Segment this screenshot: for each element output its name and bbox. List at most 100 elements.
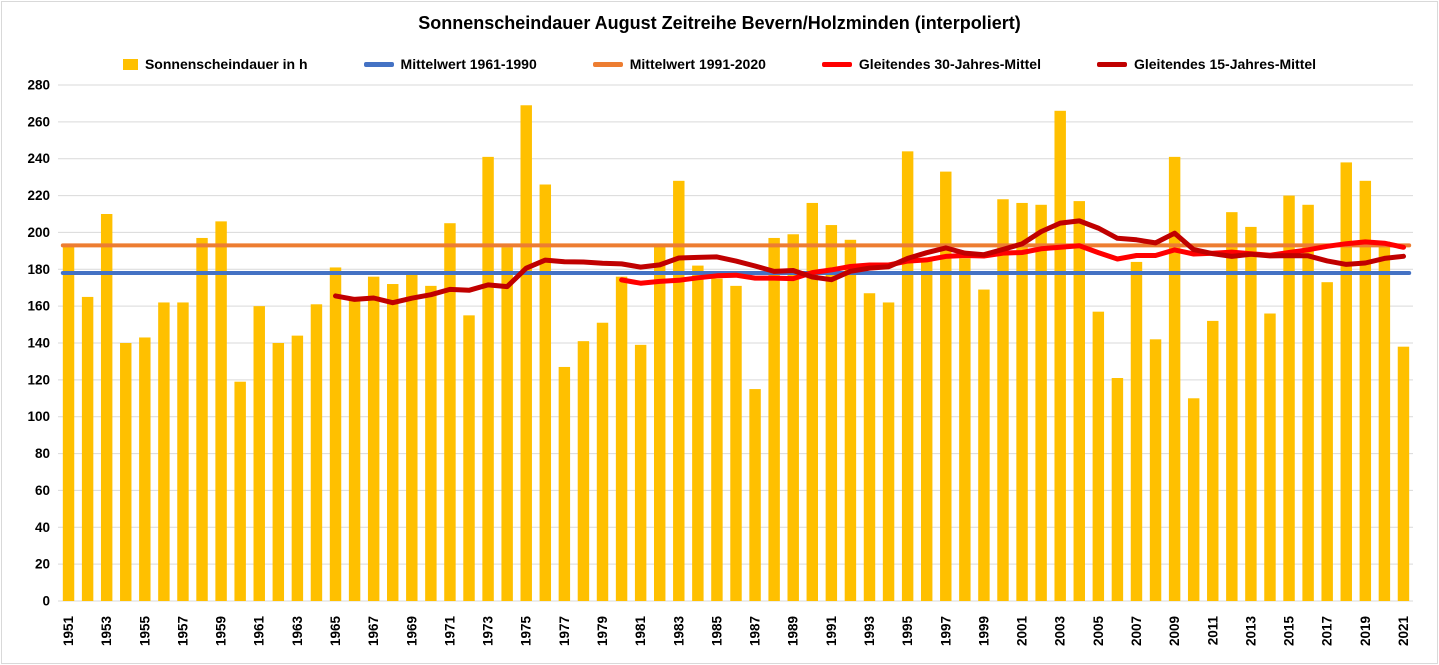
y-tick-label-180: 180 — [27, 262, 50, 277]
bar-1998 — [959, 258, 971, 601]
bar-1984 — [692, 265, 704, 601]
legend-item-label: Gleitendes 15-Jahres-Mittel — [1133, 56, 1317, 72]
bar-1978 — [577, 341, 590, 601]
bar-1968 — [387, 284, 399, 601]
bar-1993 — [863, 293, 876, 601]
y-tick-label-60: 60 — [35, 483, 50, 498]
bar-1973 — [482, 156, 494, 601]
x-tick-label-1973: 1973 — [481, 616, 496, 647]
bar-1989 — [787, 234, 799, 601]
bar-2021 — [1397, 346, 1410, 601]
x-tick-label-1971: 1971 — [442, 616, 457, 647]
x-tick-label-1993: 1993 — [862, 616, 877, 647]
bar-1952 — [81, 296, 94, 601]
x-tick-label-2009: 2009 — [1167, 616, 1182, 646]
y-tick-label-140: 140 — [27, 336, 50, 351]
bar-2009 — [1168, 156, 1181, 601]
bar-1979 — [596, 322, 609, 601]
bar-1996 — [920, 260, 933, 601]
bar-2017 — [1321, 282, 1333, 601]
bar-1977 — [558, 366, 571, 601]
bar-1966 — [348, 296, 361, 601]
bar-1971 — [444, 223, 456, 601]
bar-2018 — [1340, 162, 1352, 601]
chart-title: Sonnenscheindauer August Zeitreihe Bever… — [418, 13, 1021, 33]
bar-1953 — [100, 214, 113, 601]
bar-1988 — [768, 237, 780, 601]
bar-1980 — [615, 276, 628, 601]
bar-2001 — [1016, 202, 1028, 601]
bar-1994 — [882, 302, 895, 601]
line-gleitendes-15-jahres-mittel — [333, 218, 1406, 306]
bar-1991 — [825, 225, 838, 602]
bar-1951 — [62, 245, 75, 602]
bar-2010 — [1187, 398, 1200, 601]
bar-2006 — [1111, 378, 1124, 601]
bar-2000 — [997, 199, 1009, 601]
bar-1999 — [978, 289, 990, 601]
bar-1962 — [272, 343, 285, 601]
x-tick-label-1967: 1967 — [366, 616, 381, 646]
y-tick-label-100: 100 — [27, 409, 50, 424]
x-tick-label-1989: 1989 — [786, 616, 801, 646]
x-tick-label-1997: 1997 — [938, 616, 953, 646]
legend-item-mittelwert-1961-1990: Mittelwert 1961-1990 — [363, 56, 537, 72]
bar-2005 — [1092, 311, 1105, 601]
x-tick-label-1995: 1995 — [900, 616, 915, 647]
bar-1983 — [673, 180, 685, 602]
bar-1964 — [310, 304, 323, 601]
bar-1957 — [177, 302, 189, 601]
x-tick-label-1965: 1965 — [328, 616, 343, 647]
y-tick-label-0: 0 — [42, 594, 50, 609]
bar-2002 — [1035, 204, 1047, 602]
bar-1976 — [539, 184, 552, 601]
x-tick-label-1999: 1999 — [976, 616, 991, 646]
bar-1963 — [291, 335, 304, 601]
legend-item-gleitendes-30-jahres-mittel: Gleitendes 30-Jahres-Mittel — [821, 56, 1041, 72]
y-tick-label-120: 120 — [27, 372, 50, 387]
x-tick-label-1959: 1959 — [214, 616, 229, 646]
legend-swatch-icon — [122, 58, 138, 70]
bar-1954 — [120, 343, 132, 601]
x-tick-label-1969: 1969 — [404, 616, 419, 646]
bar-1986 — [730, 285, 742, 601]
bar-2004 — [1073, 201, 1085, 601]
legend-line-icon — [592, 61, 623, 67]
bar-1959 — [215, 221, 227, 601]
x-tick-label-1951: 1951 — [61, 616, 76, 647]
y-tick-label-200: 200 — [27, 225, 50, 240]
legend-item-label: Sonnenscheindauer in h — [144, 56, 308, 72]
bar-2007 — [1130, 261, 1143, 601]
x-tick-label-2005: 2005 — [1091, 616, 1106, 647]
bar-2020 — [1378, 241, 1391, 601]
x-tick-label-1963: 1963 — [290, 616, 305, 647]
bar-1960 — [234, 381, 246, 601]
x-tick-label-2021: 2021 — [1396, 616, 1411, 647]
x-tick-label-2013: 2013 — [1243, 616, 1258, 647]
bar-1961 — [253, 306, 265, 601]
bar-1987 — [749, 389, 761, 601]
legend-line-icon — [821, 61, 852, 67]
x-tick-label-2019: 2019 — [1358, 616, 1373, 646]
y-tick-label-20: 20 — [35, 557, 50, 572]
bar-1969 — [406, 274, 418, 601]
bar-2008 — [1149, 339, 1162, 601]
legend-item-sonnenscheindauer-in-h: Sonnenscheindauer in h — [122, 56, 308, 72]
bar-1974 — [501, 247, 513, 601]
x-tick-label-2001: 2001 — [1015, 616, 1030, 647]
bar-1982 — [653, 243, 666, 601]
bar-2014 — [1264, 313, 1276, 601]
x-tick-label-1961: 1961 — [252, 616, 267, 647]
legend-item-label: Mittelwert 1961-1990 — [400, 56, 537, 72]
x-tick-label-2017: 2017 — [1320, 616, 1335, 646]
y-tick-label-240: 240 — [27, 151, 50, 166]
legend-item-gleitendes-15-jahres-mittel: Gleitendes 15-Jahres-Mittel — [1096, 56, 1317, 72]
bar-1997 — [940, 171, 952, 601]
bar-1981 — [634, 344, 647, 601]
x-tick-label-2003: 2003 — [1053, 616, 1068, 647]
y-tick-label-220: 220 — [27, 188, 50, 203]
bar-1975 — [520, 105, 532, 602]
legend-line-icon — [1096, 61, 1127, 67]
